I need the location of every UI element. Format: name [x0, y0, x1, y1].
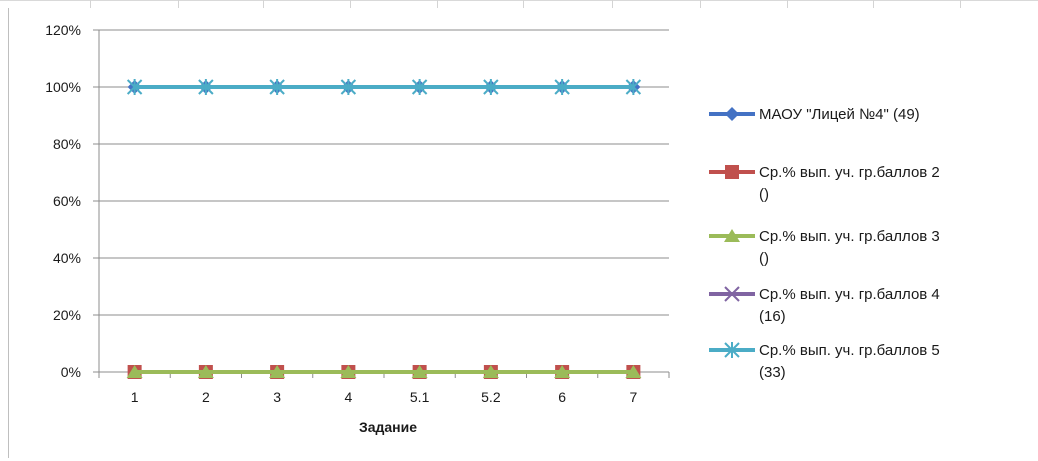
legend-label: (16)	[759, 308, 786, 325]
data-point	[625, 79, 642, 95]
data-point	[411, 79, 428, 95]
data-point	[269, 365, 286, 378]
sheet-column-line	[873, 0, 874, 8]
data-point	[340, 365, 357, 378]
legend-label: МАОУ "Лицей №4" (49)	[759, 106, 920, 123]
sheet-column-line	[263, 0, 264, 8]
y-tick-label: 80%	[53, 136, 81, 152]
data-point	[554, 79, 570, 95]
sheet-column-line	[960, 0, 961, 8]
sheet-column-line	[437, 0, 438, 8]
y-tick-label: 120%	[45, 22, 81, 38]
legend-marker	[725, 107, 739, 121]
x-tick-label: 5.2	[481, 389, 501, 405]
data-point	[554, 365, 571, 378]
legend-label: ()	[759, 186, 769, 203]
data-point	[625, 365, 642, 378]
legend-marker	[725, 165, 739, 179]
x-tick-label: 6	[558, 389, 566, 405]
sheet-column-line	[90, 0, 91, 8]
y-tick-label: 0%	[61, 364, 81, 380]
y-tick-label: 100%	[45, 79, 81, 95]
x-axis-title: Задание	[359, 419, 417, 435]
x-tick-label: 5.1	[410, 389, 430, 405]
line-chart: 0% 20% 40% 60% 80% 100% 120% 1 2 3 4 5.1 5.2 6 7 Задани…	[45, 22, 940, 435]
legend-marker	[724, 342, 740, 358]
legend-label: Ср.% вып. уч. гр.баллов 4	[759, 286, 940, 303]
sheet-column-line	[700, 0, 701, 8]
legend-marker	[724, 286, 740, 302]
sheet-column-line	[787, 0, 788, 8]
x-tick-label: 2	[202, 389, 210, 405]
chart-area[interactable]: 0% 20% 40% 60% 80% 100% 120% 1 2 3 4 5.1 5.2 6 7 Задани…	[8, 8, 1033, 458]
data-point	[269, 79, 285, 95]
data-point	[482, 365, 499, 378]
y-tick-label: 20%	[53, 307, 81, 323]
data-point	[198, 79, 214, 95]
data-point	[126, 365, 143, 378]
sheet-column-line	[350, 0, 351, 8]
legend-label: Ср.% вып. уч. гр.баллов 3	[759, 228, 940, 245]
data-point	[197, 365, 214, 378]
legend-label: (33)	[759, 364, 786, 381]
sheet-column-line	[523, 0, 524, 8]
legend-label: Ср.% вып. уч. гр.баллов 5	[759, 342, 940, 359]
y-tick-label: 60%	[53, 193, 81, 209]
x-tick-label: 1	[131, 389, 139, 405]
data-point	[483, 79, 499, 95]
x-tick-label: 3	[273, 389, 281, 405]
x-tick-label: 7	[629, 389, 637, 405]
data-point	[126, 79, 143, 95]
legend-marker	[724, 229, 740, 242]
data-point	[411, 365, 428, 378]
legend-label: ()	[759, 250, 769, 267]
sheet-column-line	[178, 0, 179, 8]
y-tick-label: 40%	[53, 250, 81, 266]
legend-label: Ср.% вып. уч. гр.баллов 2	[759, 164, 940, 181]
x-tick-label: 4	[344, 389, 352, 405]
sheet-column-line	[612, 0, 613, 8]
data-point	[340, 79, 357, 95]
